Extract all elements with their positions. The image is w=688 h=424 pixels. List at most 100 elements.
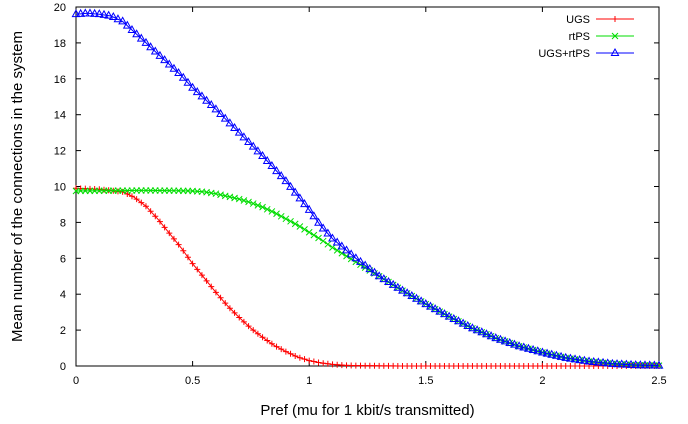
data-point (203, 277, 210, 284)
x-tick-label: 0 (73, 375, 79, 387)
data-point (556, 351, 566, 360)
plot-frame (75, 6, 660, 367)
data-point (183, 77, 193, 86)
data-point (346, 249, 356, 258)
series-layer (71, 8, 664, 369)
data-point (156, 218, 163, 225)
data-point (626, 359, 636, 368)
data-point (398, 285, 407, 294)
data-point (296, 223, 304, 230)
data-point (282, 215, 290, 223)
series-ugs (73, 185, 662, 369)
data-point (222, 300, 229, 307)
data-point (290, 187, 300, 196)
data-point (318, 223, 328, 232)
data-point (537, 347, 547, 356)
data-point (239, 132, 249, 141)
y-tick-label: 12 (54, 146, 66, 158)
data-point (240, 318, 247, 325)
data-point (194, 266, 201, 273)
data-point (282, 348, 289, 355)
data-point (314, 217, 323, 226)
series-line (75, 189, 660, 367)
x-tick-label: 0.5 (185, 375, 200, 387)
data-point (612, 16, 618, 22)
data-point (589, 356, 599, 365)
data-point (160, 55, 170, 64)
data-point (175, 241, 182, 248)
x-tick-label: 1.5 (418, 375, 433, 387)
legend: UGS rtPS UGS+rtPS (538, 14, 634, 60)
data-point (136, 33, 146, 42)
data-point (640, 360, 650, 369)
data-point (202, 95, 212, 104)
data-point (235, 195, 243, 203)
data-point (323, 228, 333, 237)
data-point (245, 198, 252, 206)
data-point (272, 166, 282, 175)
data-point (388, 279, 398, 288)
data-point (315, 359, 322, 366)
data-point (226, 305, 233, 312)
data-point (440, 309, 449, 318)
y-tick-label: 0 (60, 361, 66, 373)
data-point (481, 329, 491, 338)
data-point (360, 260, 370, 269)
data-point (212, 289, 219, 296)
series-line (75, 12, 660, 367)
data-point (124, 191, 131, 198)
data-point (104, 10, 114, 19)
data-point (598, 357, 608, 366)
data-point (236, 314, 243, 321)
data-point (301, 356, 308, 363)
data-point (118, 16, 128, 25)
data-point (276, 171, 286, 180)
data-point (278, 346, 285, 353)
data-point (370, 267, 379, 276)
data-point (155, 50, 165, 59)
data-point (509, 339, 519, 348)
data-point (76, 8, 86, 17)
data-point (220, 113, 230, 122)
data-point (607, 358, 617, 367)
data-point (304, 204, 314, 213)
y-tick-label: 6 (60, 253, 66, 265)
y-tick-label: 2 (60, 325, 66, 337)
data-point (320, 360, 327, 367)
series-rtps (72, 187, 663, 369)
data-point (463, 320, 473, 329)
data-point (374, 271, 384, 280)
data-point (584, 356, 594, 365)
data-point (273, 343, 280, 350)
data-point (147, 208, 154, 215)
data-point (329, 244, 336, 251)
y-tick-label: 8 (60, 217, 66, 229)
data-point (262, 155, 272, 165)
data-point (133, 196, 140, 203)
data-point (100, 186, 107, 193)
data-point (108, 12, 118, 21)
data-point (617, 359, 627, 368)
data-point (328, 233, 337, 242)
data-point (142, 203, 149, 210)
data-point (71, 9, 81, 18)
data-point (412, 293, 421, 302)
x-tick-label: 1 (306, 375, 312, 387)
y-tick-label: 14 (54, 110, 66, 122)
y-tick-label: 16 (54, 74, 66, 86)
data-point (225, 118, 235, 127)
data-point (132, 29, 142, 38)
data-point (324, 360, 331, 367)
data-point (561, 352, 571, 361)
data-point (300, 199, 309, 208)
data-point (244, 136, 254, 145)
legend-label: UGS (566, 14, 590, 26)
data-point (295, 193, 305, 202)
data-point (315, 234, 322, 242)
data-point (208, 283, 215, 290)
data-point (99, 9, 109, 18)
data-point (435, 306, 445, 315)
data-point (306, 357, 313, 364)
data-point (263, 205, 271, 213)
data-point (645, 360, 655, 369)
